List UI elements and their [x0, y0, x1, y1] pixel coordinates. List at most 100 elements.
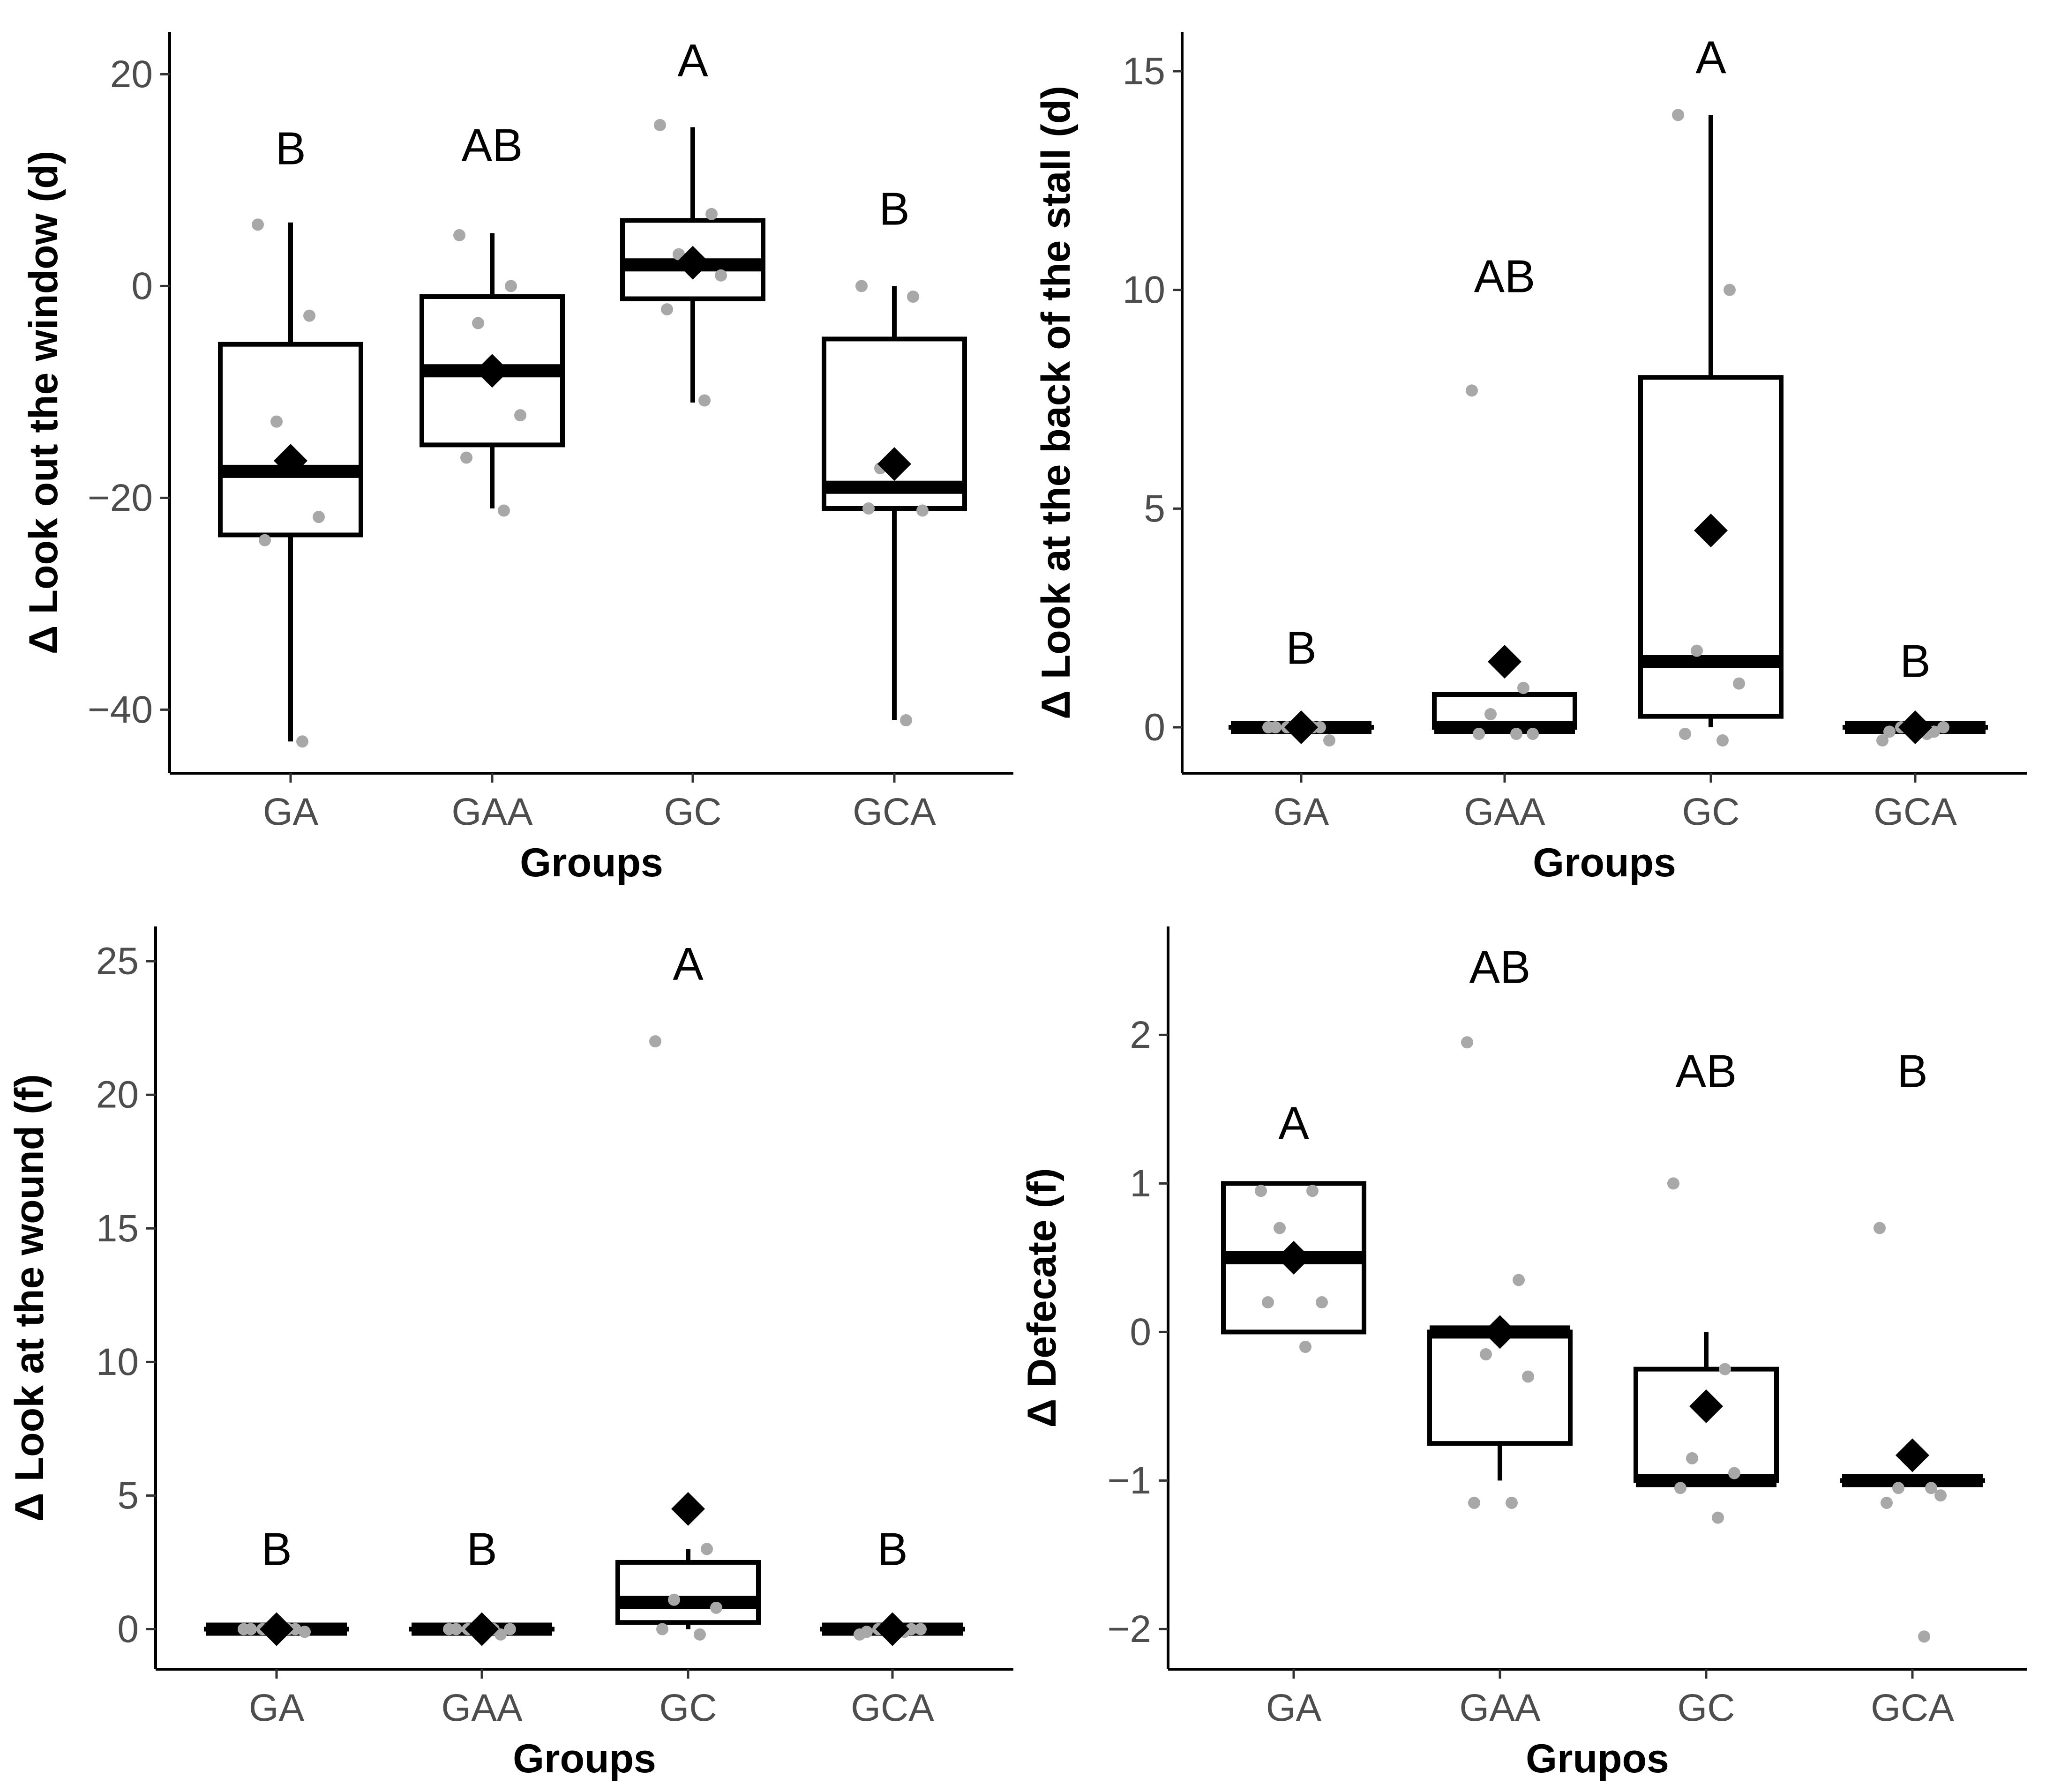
mean-diamond — [876, 1612, 909, 1646]
data-point — [1716, 734, 1729, 747]
x-axis-title: Groups — [520, 840, 663, 885]
significance-letter: B — [1286, 622, 1316, 674]
significance-letter: A — [677, 35, 708, 86]
x-tick-label: GCA — [1871, 1687, 1954, 1729]
significance-letter: AB — [1469, 941, 1531, 993]
significance-letter: B — [466, 1523, 497, 1575]
data-point — [1255, 1185, 1267, 1197]
data-point — [1506, 1496, 1518, 1509]
y-tick-label: 10 — [96, 1341, 139, 1383]
data-point — [1274, 1222, 1286, 1234]
y-tick-label: 20 — [96, 1074, 139, 1116]
x-tick-label: GC — [660, 1687, 717, 1729]
significance-letter: B — [1897, 1045, 1927, 1097]
data-point — [1881, 1496, 1893, 1509]
data-point — [514, 409, 526, 422]
data-point — [1925, 1482, 1937, 1494]
panel-top-right: 15 10 5 0 GA GAA GC GCA Groups Δ Look at the back… — [1034, 32, 2027, 885]
y-axis-title: Δ Look out the window (d) — [21, 151, 66, 655]
x-tick-label: GAA — [1459, 1687, 1540, 1729]
data-point — [907, 291, 919, 303]
data-point — [1733, 677, 1745, 690]
x-tick-label: GAA — [1464, 791, 1545, 833]
x-tick-label: GC — [1678, 1687, 1735, 1729]
significance-letter: AB — [1474, 250, 1536, 302]
data-point — [1513, 1274, 1525, 1286]
y-tick-label: 5 — [1144, 487, 1165, 530]
y-tick-label: 5 — [117, 1474, 139, 1517]
x-axis-title: Grupos — [1526, 1736, 1669, 1781]
data-point — [656, 1623, 668, 1635]
x-tick-label: GAA — [441, 1687, 522, 1729]
y-tick-label: 25 — [96, 940, 139, 983]
data-point — [1679, 728, 1691, 740]
data-point — [453, 229, 465, 241]
data-point — [715, 269, 727, 282]
data-point — [855, 280, 868, 292]
mean-diamond — [676, 246, 710, 280]
y-tick-label: 0 — [117, 1608, 139, 1650]
mean-diamond — [1694, 514, 1728, 547]
data-point — [1466, 384, 1478, 397]
data-point — [654, 119, 666, 131]
data-point — [252, 218, 264, 231]
box-group-GAA: AB — [420, 119, 565, 517]
data-point — [1892, 1482, 1904, 1494]
x-tick-label: GC — [1682, 791, 1740, 833]
box-group-GA: B — [1229, 622, 1374, 747]
box-group-GAA: AB — [1427, 941, 1573, 1509]
data-point — [1667, 1177, 1679, 1190]
data-point — [1306, 1185, 1319, 1197]
mean-diamond — [671, 1492, 705, 1526]
y-tick-label: 1 — [1130, 1162, 1151, 1205]
data-point — [1876, 734, 1889, 747]
data-point — [914, 1623, 927, 1635]
significance-letter: A — [1278, 1097, 1309, 1149]
box — [218, 342, 363, 538]
x-axis-title: Groups — [513, 1736, 656, 1781]
y-tick-label: 0 — [1130, 1311, 1151, 1353]
data-point — [1672, 109, 1684, 121]
box-group-GAA: B — [409, 1523, 555, 1646]
significance-letter: B — [1900, 635, 1930, 687]
data-point — [472, 317, 484, 329]
data-point — [1686, 1452, 1698, 1464]
y-tick-label: −1 — [1108, 1459, 1152, 1502]
data-point — [450, 1623, 462, 1635]
x-tick-label: GA — [1274, 791, 1329, 833]
data-point — [1674, 1482, 1686, 1494]
x-axis-title: Groups — [1533, 840, 1676, 885]
data-point — [916, 504, 929, 517]
y-tick-label: 20 — [110, 53, 153, 96]
data-point — [701, 1543, 713, 1555]
data-point — [505, 280, 517, 292]
data-point — [861, 1626, 873, 1638]
data-point — [1484, 708, 1497, 720]
significance-letter: A — [673, 938, 704, 990]
y-tick-label: 0 — [1144, 706, 1165, 749]
panel-bottom-right: 2 1 0 −1 −2 GA GAA GC GCA Grupos Δ Defecate (f) A AB… — [1019, 926, 2027, 1781]
data-point — [1719, 1363, 1731, 1375]
panel-bottom-left: 25 20 15 10 5 0 GA GAA GC GCA Groups Δ Look at the … — [7, 926, 1013, 1781]
mean-diamond — [1277, 1240, 1311, 1275]
data-point — [1937, 721, 1949, 733]
box-group-GCA: B — [1840, 1045, 1985, 1643]
mean-diamond — [260, 1612, 293, 1646]
y-tick-label: 15 — [96, 1207, 139, 1250]
data-point — [296, 735, 308, 748]
panel-top-left: 20 0 −20 −40 GA GAA GC GCA Groups Δ Look out the … — [21, 32, 1013, 885]
data-point — [1323, 734, 1335, 747]
data-point — [694, 1628, 706, 1641]
box-group-GC: A — [615, 938, 761, 1641]
box-group-GCA: B — [820, 1523, 965, 1646]
data-point — [862, 502, 875, 515]
y-tick-label: 10 — [1123, 269, 1165, 311]
data-point — [299, 1626, 311, 1638]
significance-letter: B — [879, 183, 909, 234]
y-tick-label: −40 — [88, 688, 153, 731]
data-point — [698, 394, 711, 407]
box-group-GC: A — [1638, 32, 1784, 747]
x-tick-label: GA — [1266, 1687, 1322, 1729]
y-tick-label: −20 — [88, 477, 153, 519]
